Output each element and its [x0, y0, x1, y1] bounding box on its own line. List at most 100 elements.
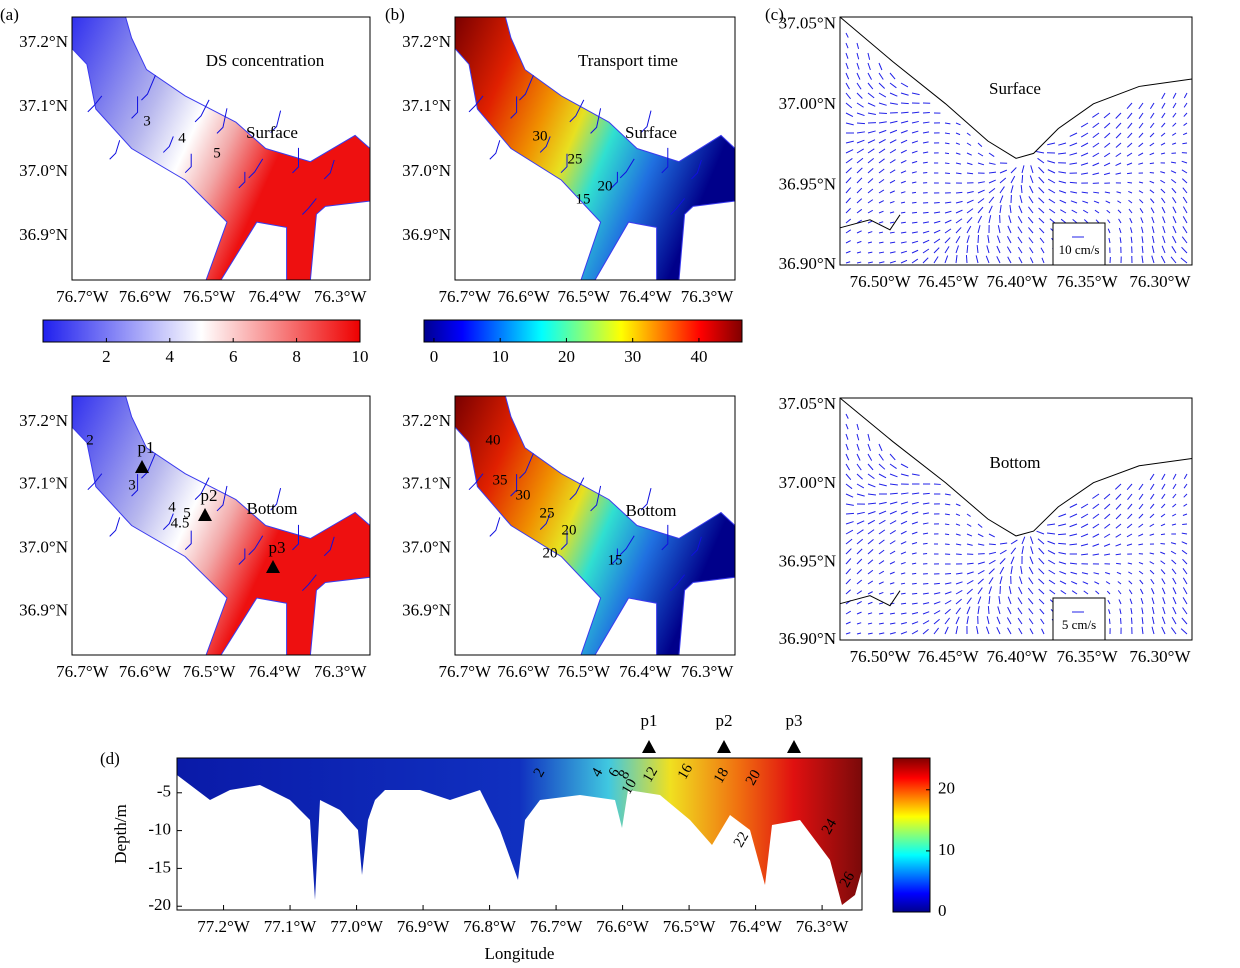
velocity-arrow — [1009, 205, 1012, 214]
velocity-arrow — [1138, 523, 1144, 528]
velocity-arrow — [1182, 607, 1188, 615]
station-marker — [717, 740, 731, 753]
velocity-arrow — [1082, 209, 1089, 214]
velocity-arrow — [867, 199, 874, 204]
velocity-arrow — [922, 522, 929, 525]
x-tick-label: 76.30°W — [1129, 272, 1191, 291]
velocity-arrow — [1128, 571, 1133, 575]
velocity-arrow — [944, 600, 952, 605]
velocity-arrow — [1128, 190, 1133, 194]
velocity-arrow — [1162, 225, 1166, 234]
velocity-arrow — [977, 578, 984, 585]
tributary — [569, 99, 585, 123]
velocity-arrow — [878, 591, 884, 595]
velocity-arrow — [900, 139, 908, 144]
velocity-arrow — [1171, 523, 1177, 526]
velocity-arrow — [1161, 112, 1166, 119]
velocity-arrow — [889, 582, 895, 585]
velocity-arrow — [955, 218, 963, 224]
velocity-arrow — [845, 433, 849, 440]
velocity-arrow — [867, 241, 873, 244]
y-tick-label: 36.95°N — [779, 551, 836, 570]
velocity-arrow — [1160, 560, 1166, 565]
velocity-arrow — [996, 256, 1001, 264]
velocity-arrow — [1138, 190, 1144, 194]
velocity-arrow — [922, 602, 930, 605]
tributary — [216, 108, 228, 134]
x-tick-label: 76.3°W — [314, 662, 368, 681]
y-tick-label: -5 — [157, 782, 171, 801]
velocity-arrow — [911, 541, 918, 545]
section-frame — [176, 757, 863, 911]
velocity-arrow — [1038, 598, 1045, 605]
velocity-arrow — [996, 616, 1001, 625]
velocity-arrow — [900, 520, 908, 525]
velocity-arrow — [1127, 562, 1133, 565]
velocity-arrow — [845, 32, 849, 38]
velocity-arrow — [911, 621, 919, 625]
velocity-arrow — [889, 453, 896, 461]
velocity-arrow — [1171, 616, 1177, 625]
velocity-arrow — [1095, 590, 1100, 595]
velocity-arrow — [1138, 533, 1144, 537]
y-tick-label: 37.05°N — [779, 394, 836, 413]
station-marker — [642, 740, 656, 753]
velocity-arrow — [889, 622, 896, 625]
colorbar-tick-label: 20 — [558, 347, 575, 366]
velocity-arrow — [966, 579, 974, 585]
velocity-arrow — [845, 167, 852, 174]
velocity-arrow — [1104, 553, 1111, 556]
velocity-arrow — [1010, 185, 1014, 194]
velocity-arrow — [1151, 597, 1155, 605]
velocity-arrow — [999, 558, 1006, 565]
velocity-arrow — [1047, 523, 1056, 526]
velocity-arrow — [1116, 191, 1122, 194]
velocity-arrow — [856, 187, 863, 194]
velocity-arrow — [1115, 523, 1122, 529]
velocity-arrow — [856, 493, 865, 497]
velocity-arrow — [1010, 539, 1018, 545]
velocity-arrow — [1172, 606, 1177, 615]
velocity-arrow — [1039, 608, 1045, 615]
velocity-arrow — [878, 261, 885, 264]
velocity-arrow — [977, 543, 985, 546]
velocity-arrow — [878, 168, 885, 174]
colorbar-tick-label: 6 — [229, 347, 238, 366]
velocity-arrow — [977, 162, 985, 166]
contour-label: 25 — [540, 505, 555, 521]
velocity-arrow — [1149, 503, 1155, 509]
velocity-arrow — [889, 473, 898, 478]
velocity-arrow — [1119, 237, 1122, 244]
velocity-arrow — [1115, 162, 1122, 166]
velocity-arrow — [966, 606, 971, 615]
velocity-arrow — [1007, 256, 1012, 264]
tributary — [109, 517, 121, 537]
velocity-arrow — [966, 142, 972, 146]
y-tick-label: 37.00°N — [779, 473, 836, 492]
velocity-arrow — [1183, 102, 1188, 108]
velocity-arrow — [900, 92, 909, 96]
velocity-arrow — [856, 632, 862, 635]
velocity-arrow — [1105, 200, 1111, 204]
tributary — [619, 158, 635, 179]
velocity-arrow — [856, 511, 865, 515]
velocity-arrow — [1107, 228, 1111, 234]
velocity-arrow — [999, 566, 1005, 575]
tributary — [323, 536, 335, 557]
velocity-arrow — [977, 189, 985, 194]
velocity-arrow — [856, 82, 862, 90]
velocity-arrow — [1028, 577, 1034, 585]
velocity-arrow — [1115, 112, 1122, 119]
station-marker — [135, 460, 149, 473]
velocity-arrow — [1094, 209, 1100, 214]
velocity-arrow — [1020, 566, 1023, 575]
velocity-arrow — [1017, 246, 1023, 254]
contour-label: 20 — [543, 545, 558, 561]
velocity-arrow — [867, 473, 875, 480]
velocity-arrow — [987, 605, 990, 615]
velocity-arrow — [1047, 178, 1056, 184]
tributary — [270, 110, 282, 133]
velocity-arrow — [889, 149, 897, 154]
velocity-arrow — [867, 72, 872, 80]
